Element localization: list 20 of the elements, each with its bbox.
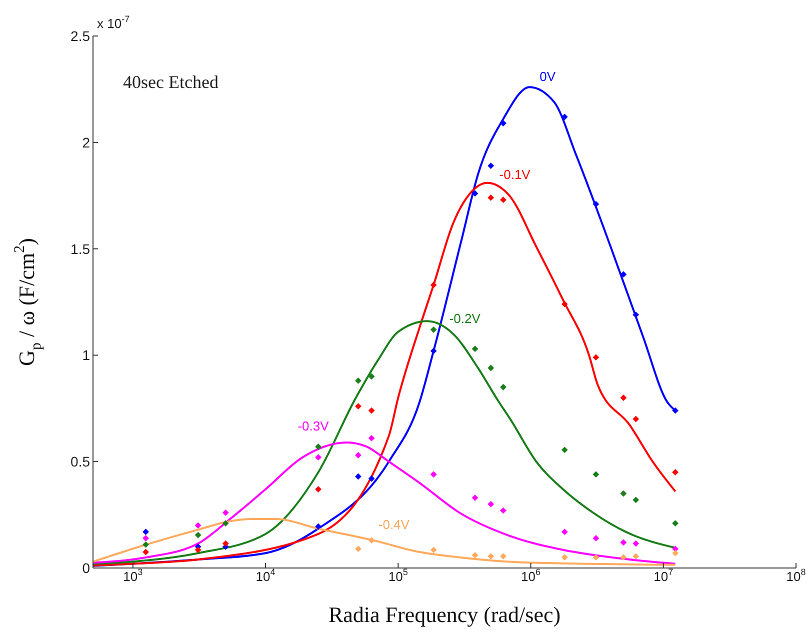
series-label: -0.1V (499, 166, 531, 182)
x-tick-label: 10$^{6}$ (521, 567, 541, 584)
x-tick-label: 10$^{5}$ (388, 567, 408, 584)
y-tick-label: 2 (82, 134, 90, 150)
x-tick-label: 10$^{7}$ (654, 567, 674, 584)
x-tick-label: 10$^{8}$ (786, 567, 806, 584)
series-label: -0.2V (449, 311, 481, 326)
y-tick-label: 0 (82, 560, 90, 576)
x-axis-title: Radia Frequency (rad/sec) (328, 602, 561, 627)
x-tick-label: 10$^{3}$ (123, 567, 143, 584)
text: x 10$^{-7}$ (97, 14, 130, 31)
y-tick-label: 2.5 (70, 28, 90, 44)
series-label: -0.4V (378, 517, 410, 532)
y-tick-label: 1.5 (70, 240, 90, 257)
x-tick-label: 10$^{4}$ (256, 567, 276, 584)
series-label: 0V (540, 69, 556, 84)
y-tick-label: 0.5 (70, 454, 90, 470)
annotation: 40sec Etched (123, 72, 218, 92)
series-label: -0.3V (298, 418, 330, 434)
y-tick-label: 1 (82, 347, 90, 364)
